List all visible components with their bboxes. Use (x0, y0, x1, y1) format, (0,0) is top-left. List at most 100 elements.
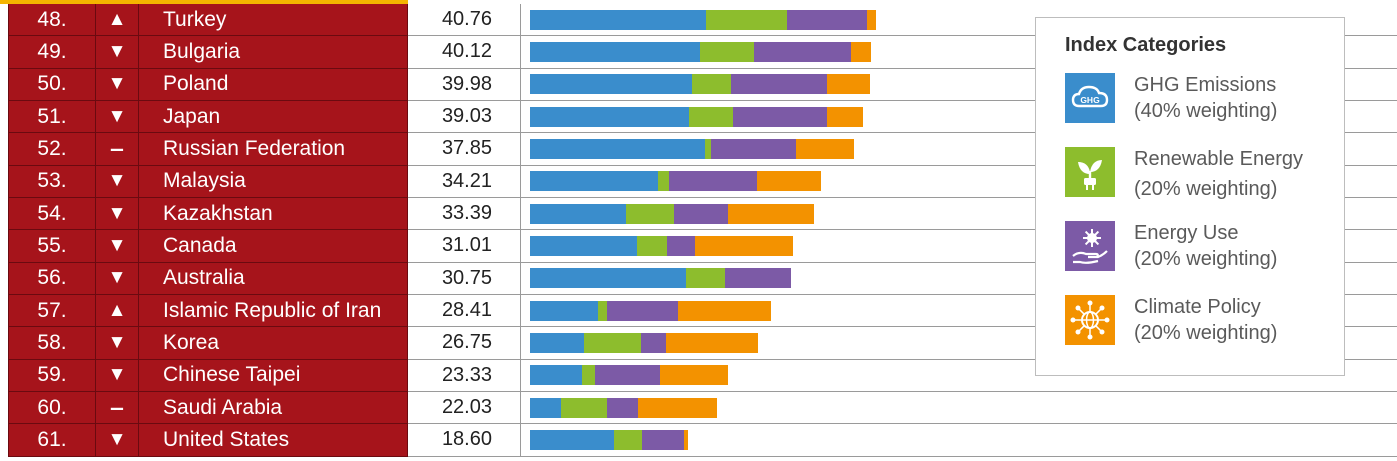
stacked-bar (530, 300, 772, 321)
stacked-bar (530, 171, 821, 192)
bar-segment-ghg (530, 429, 615, 450)
legend-item-climate-policy: Climate Policy (20% weighting) (1065, 294, 1344, 368)
country-name: Australia (139, 262, 408, 295)
rank-cell: 52. (8, 133, 96, 166)
bar-segment-climate-policy (827, 106, 864, 127)
bar-segment-renewable (614, 429, 643, 450)
bar-segment-ghg (530, 397, 561, 418)
rank-cell: 53. (8, 165, 96, 198)
legend-item-name: Climate Policy (1134, 296, 1261, 318)
legend-panel: Index Categories GHG GHG Emissions (40% … (1035, 17, 1345, 376)
stacked-bar (530, 9, 876, 30)
bar-segment-renewable (581, 365, 596, 386)
bar-segment-climate-policy (694, 235, 794, 256)
bar-segment-energy-use (641, 332, 666, 353)
trend-up-icon: ▲ (96, 4, 139, 37)
bar-segment-energy-use (731, 74, 827, 95)
globe-network-icon (1065, 295, 1115, 345)
rank-cell: 49. (8, 36, 96, 69)
bar-segment-renewable (626, 203, 674, 224)
trend-down-icon: ▼ (96, 100, 139, 134)
rank-cell: 54. (8, 197, 96, 231)
rank-cell: 55. (8, 230, 96, 263)
bar-segment-energy-use (606, 300, 678, 321)
bar-segment-ghg (530, 268, 686, 289)
trend-down-icon: ▼ (96, 424, 139, 457)
trend-down-icon: ▼ (96, 68, 139, 101)
table-row: 54. ▼ Kazakhstan 33.39 (0, 197, 1397, 231)
bar-segment-ghg (530, 106, 689, 127)
stacked-bar (530, 41, 871, 62)
stacked-bar (530, 138, 854, 159)
rank-cell: 48. (8, 4, 96, 37)
table-row: 61. ▼ United States 18.60 (0, 424, 1397, 457)
score-value: 40.76 (408, 4, 521, 37)
bar-segment-renewable (658, 171, 669, 192)
trend-up-icon: ▲ (96, 294, 139, 328)
score-value: 39.03 (408, 100, 521, 134)
header-accent-strip (0, 0, 408, 4)
plant-plug-icon (1065, 147, 1115, 197)
bar-segment-renewable (688, 106, 734, 127)
country-name: Japan (139, 100, 408, 134)
score-value: 31.01 (408, 230, 521, 263)
bar-segment-energy-use (668, 171, 757, 192)
bar-cell (521, 391, 1397, 425)
country-name: Saudi Arabia (139, 391, 408, 425)
trend-down-icon: ▼ (96, 262, 139, 295)
score-value: 26.75 (408, 327, 521, 360)
bar-segment-climate-policy (677, 300, 772, 321)
bar-segment-ghg (530, 332, 585, 353)
hand-sun-icon (1065, 221, 1115, 271)
bar-segment-energy-use (607, 397, 638, 418)
bar-segment-renewable (685, 268, 725, 289)
bar-segment-climate-policy (683, 429, 689, 450)
legend-item-weighting: (20% weighting) (1134, 178, 1278, 200)
rank-cell: 60. (8, 391, 96, 425)
legend-item-renewable: Renewable Energy (20% weighting) (1065, 146, 1344, 220)
bar-segment-climate-policy (756, 171, 821, 192)
bar-segment-renewable (700, 41, 754, 62)
score-value: 30.75 (408, 262, 521, 295)
bar-segment-energy-use (595, 365, 661, 386)
country-name: Islamic Republic of Iran (139, 294, 408, 328)
bar-segment-energy-use (753, 41, 852, 62)
bar-cell (521, 197, 1397, 231)
bar-segment-energy-use (724, 268, 791, 289)
trend-down-icon: ▼ (96, 197, 139, 231)
trend-same-icon: ‒ (96, 391, 139, 425)
country-name: Malaysia (139, 165, 408, 198)
bar-segment-renewable (598, 300, 607, 321)
bar-segment-climate-policy (637, 397, 717, 418)
legend-item-name: Renewable Energy (1134, 148, 1303, 170)
bar-segment-energy-use (711, 138, 797, 159)
bar-segment-renewable (705, 9, 787, 30)
table-row: 60. ‒ Saudi Arabia 22.03 (0, 391, 1397, 425)
rank-cell: 57. (8, 294, 96, 328)
legend-title: Index Categories (1065, 34, 1227, 56)
rank-cell: 56. (8, 262, 96, 295)
score-value: 34.21 (408, 165, 521, 198)
bar-segment-ghg (530, 300, 598, 321)
table-row: 58. ▼ Korea 26.75 (0, 327, 1397, 360)
bar-segment-renewable (637, 235, 667, 256)
legend-item-weighting: (20% weighting) (1134, 322, 1278, 344)
bar-segment-energy-use (666, 235, 695, 256)
country-name: Turkey (139, 4, 408, 37)
bar-segment-ghg (530, 41, 700, 62)
country-name: Kazakhstan (139, 197, 408, 231)
trend-down-icon: ▼ (96, 359, 139, 392)
bar-segment-ghg (530, 171, 659, 192)
trend-down-icon: ▼ (96, 36, 139, 69)
country-name: Russian Federation (139, 133, 408, 166)
country-name: Canada (139, 230, 408, 263)
stacked-bar (530, 332, 758, 353)
bar-segment-renewable (584, 332, 642, 353)
stacked-bar (530, 397, 717, 418)
bar-segment-climate-policy (826, 74, 870, 95)
trend-down-icon: ▼ (96, 230, 139, 263)
bar-segment-energy-use (733, 106, 828, 127)
bar-segment-ghg (530, 138, 706, 159)
stacked-bar (530, 74, 870, 95)
score-value: 33.39 (408, 197, 521, 231)
